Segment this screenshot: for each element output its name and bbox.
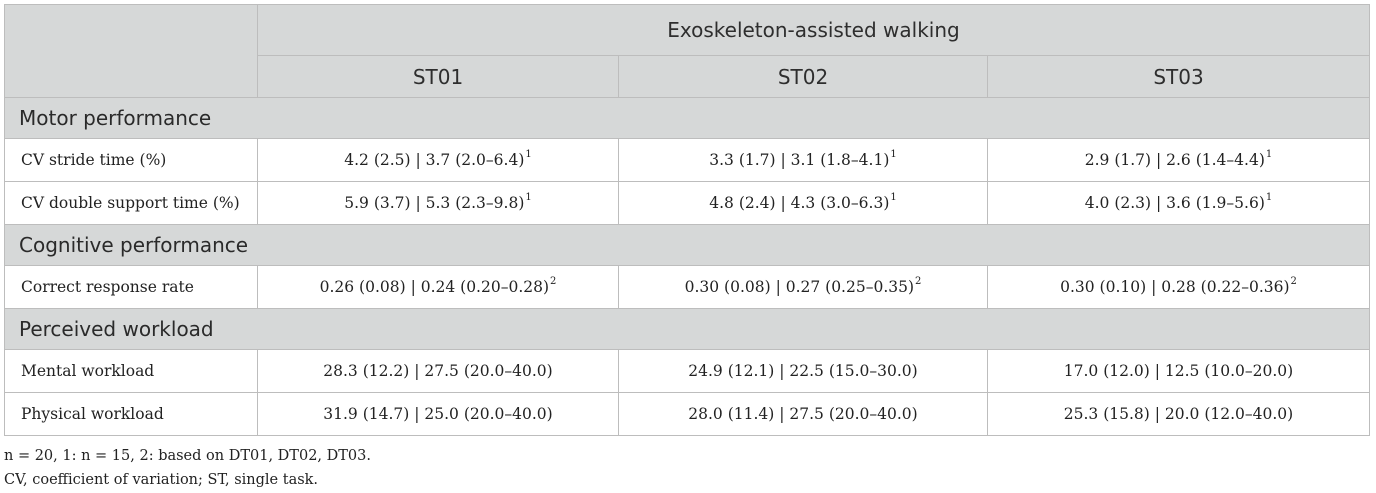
footnote-marker: 1 <box>525 192 532 203</box>
footnote-marker: 2 <box>1290 276 1297 287</box>
table-cell: 28.0 (11.4) | 27.5 (20.0–40.0) <box>618 392 988 436</box>
table-cell: 3.3 (1.7) | 3.1 (1.8–4.1)1 <box>618 138 988 182</box>
row-label: Mental workload <box>4 349 258 393</box>
table-cell: 2.9 (1.7) | 2.6 (1.4–4.4)1 <box>987 138 1370 182</box>
table-cell: 28.3 (12.2) | 27.5 (20.0–40.0) <box>257 349 619 393</box>
column-header-st03: ST03 <box>987 55 1370 98</box>
table-row: Physical workload 31.9 (14.7) | 25.0 (20… <box>4 392 1370 436</box>
header-corner-cell <box>4 4 258 98</box>
footnote-marker: 2 <box>915 276 922 287</box>
section-title: Perceived workload <box>4 308 1370 350</box>
footnote-line: CV, coefficient of variation; ST, single… <box>4 472 319 488</box>
section-row: Perceived workload <box>4 308 1370 350</box>
footnote-marker: 1 <box>890 149 897 160</box>
section-row: Motor performance <box>4 97 1370 139</box>
table-cell: 0.30 (0.08) | 0.27 (0.25–0.35)2 <box>618 265 988 309</box>
section-title: Cognitive performance <box>4 224 1370 266</box>
footnote-marker: 1 <box>1265 192 1273 203</box>
row-label: CV double support time (%) <box>4 181 258 225</box>
footnote-marker: 1 <box>1265 149 1273 160</box>
footnote-marker: 1 <box>890 192 897 203</box>
table-cell: 31.9 (14.7) | 25.0 (20.0–40.0) <box>257 392 619 436</box>
table-cell: 0.30 (0.10) | 0.28 (0.22–0.36)2 <box>987 265 1370 309</box>
header-row-columns: ST01 ST02 ST03 <box>5 55 1370 98</box>
table-cell: 5.9 (3.7) | 5.3 (2.3–9.8)1 <box>257 181 619 225</box>
section-row: Cognitive performance <box>4 224 1370 266</box>
footnote-marker: 2 <box>550 276 557 287</box>
row-label: CV stride time (%) <box>4 138 258 182</box>
table-row: CV stride time (%) 4.2 (2.5) | 3.7 (2.0–… <box>4 138 1370 182</box>
group-header: Exoskeleton-assisted walking <box>257 4 1370 56</box>
table-cell: 0.26 (0.08) | 0.24 (0.20–0.28)2 <box>257 265 619 309</box>
table-cell: 4.2 (2.5) | 3.7 (2.0–6.4)1 <box>257 138 619 182</box>
row-label: Correct response rate <box>4 265 258 309</box>
column-header-st02: ST02 <box>618 55 988 98</box>
section-title: Motor performance <box>4 97 1370 139</box>
table-cell: 17.0 (12.0) | 12.5 (10.0–20.0) <box>987 349 1370 393</box>
results-table-container: Exoskeleton-assisted walking ST01 ST02 S… <box>4 4 1370 436</box>
table-row: CV double support time (%) 5.9 (3.7) | 5… <box>4 181 1370 225</box>
row-label: Physical workload <box>4 392 258 436</box>
table-cell: 24.9 (12.1) | 22.5 (15.0–30.0) <box>618 349 988 393</box>
table-row: Mental workload 28.3 (12.2) | 27.5 (20.0… <box>4 349 1370 393</box>
header-row-group: Exoskeleton-assisted walking <box>4 4 1370 98</box>
table-footnotes: n = 20, 1: n = 15, 2: based on DT01, DT0… <box>4 444 371 492</box>
column-header-st01: ST01 <box>257 55 619 98</box>
results-table: Exoskeleton-assisted walking ST01 ST02 S… <box>4 4 1370 436</box>
footnote-line: n = 20, 1: n = 15, 2: based on DT01, DT0… <box>4 448 371 464</box>
table-cell: 25.3 (15.8) | 20.0 (12.0–40.0) <box>987 392 1370 436</box>
table-cell: 4.0 (2.3) | 3.6 (1.9–5.6)1 <box>987 181 1370 225</box>
table-cell: 4.8 (2.4) | 4.3 (3.0–6.3)1 <box>618 181 988 225</box>
footnote-marker: 1 <box>525 149 532 160</box>
table-row: Correct response rate 0.26 (0.08) | 0.24… <box>4 265 1370 309</box>
